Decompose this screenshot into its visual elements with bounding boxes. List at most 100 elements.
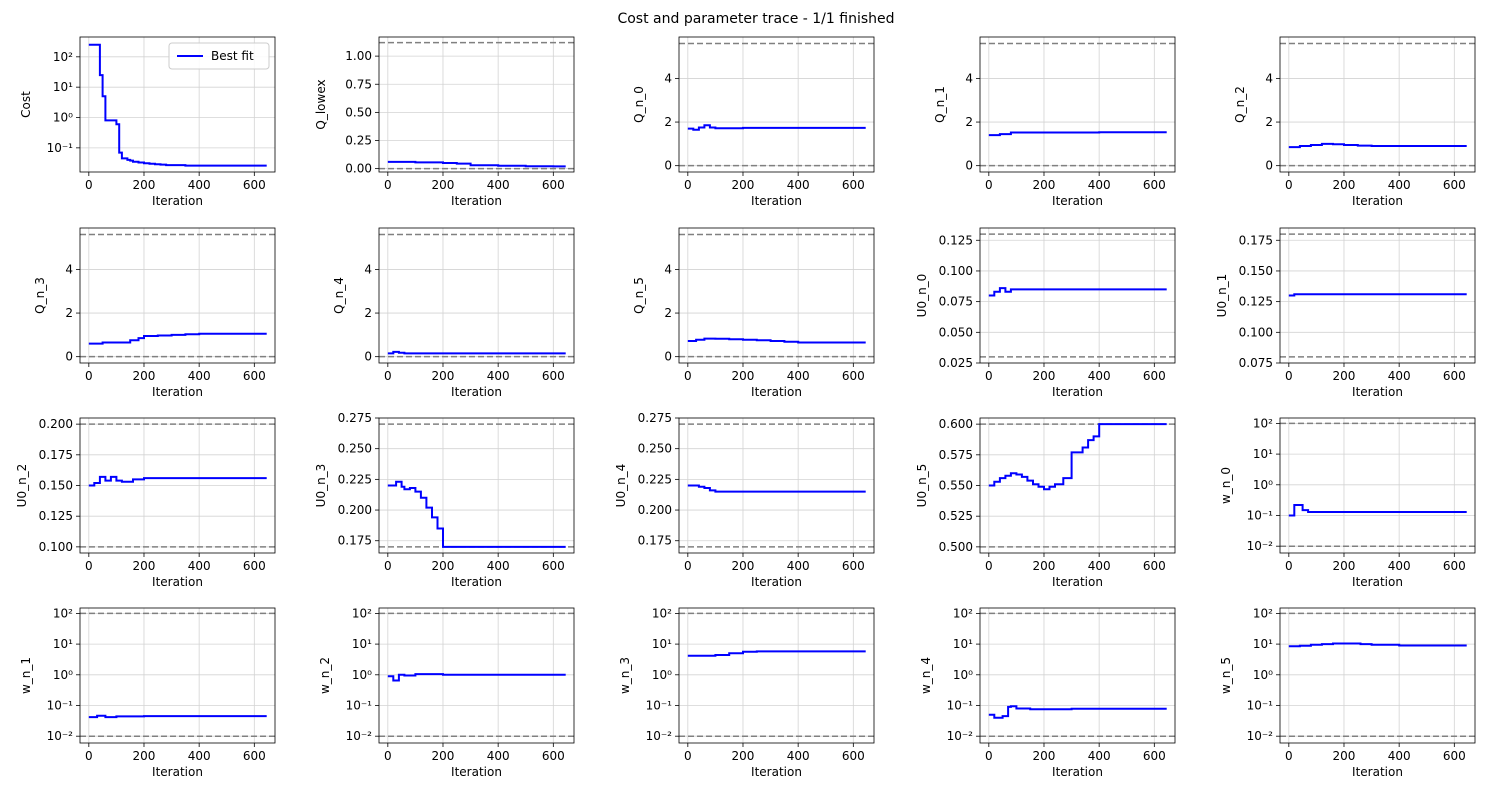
y-tick-label: 10⁻¹ bbox=[47, 698, 74, 712]
axes-frame bbox=[678, 227, 875, 364]
x-axis-label: Iteration bbox=[1052, 194, 1103, 208]
x-axis-label: Iteration bbox=[1052, 575, 1103, 589]
x-tick-label: 200 bbox=[432, 749, 455, 763]
x-tick-label: 0 bbox=[1285, 559, 1293, 573]
x-tick-label: 200 bbox=[732, 749, 755, 763]
chart-panel-10: 0 200 400 600 0.075 0.100 0.125 0.150 0.175 Itera… bbox=[1215, 227, 1476, 399]
x-axis-label: Iteration bbox=[451, 765, 502, 779]
x-tick-label: 200 bbox=[1333, 178, 1356, 192]
y-tick-label: 10⁻¹ bbox=[47, 141, 74, 155]
x-tick-label: 400 bbox=[787, 178, 810, 192]
series-line bbox=[988, 131, 1167, 137]
y-tick-label: 0.200 bbox=[338, 503, 372, 517]
y-axis-label: w_n_1 bbox=[19, 657, 33, 694]
y-tick-label: 10² bbox=[1253, 416, 1273, 430]
y-tick-label: 10⁻² bbox=[646, 729, 673, 743]
x-axis-label: Iteration bbox=[1052, 385, 1103, 399]
y-axis-label: U0_n_2 bbox=[15, 464, 29, 508]
y-tick-label: 4 bbox=[965, 71, 973, 85]
x-tick-label: 400 bbox=[188, 559, 211, 573]
axes-frame bbox=[378, 227, 575, 364]
y-tick-label: 0.100 bbox=[39, 540, 73, 554]
y-tick-label: 10¹ bbox=[1253, 637, 1273, 651]
y-tick-label: 10¹ bbox=[53, 80, 73, 94]
x-tick-label: 200 bbox=[133, 559, 156, 573]
y-tick-label: 0.525 bbox=[939, 509, 973, 523]
y-tick-label: 10⁰ bbox=[652, 668, 672, 682]
y-tick-label: 0.250 bbox=[638, 442, 672, 456]
y-tick-label: 10¹ bbox=[352, 637, 372, 651]
y-tick-label: 4 bbox=[1265, 71, 1273, 85]
x-tick-label: 0 bbox=[384, 749, 392, 763]
axes-frame bbox=[678, 417, 875, 554]
x-tick-label: 200 bbox=[1333, 559, 1356, 573]
y-tick-label: 0.175 bbox=[1239, 233, 1273, 247]
x-tick-label: 200 bbox=[1033, 749, 1056, 763]
y-axis-label: Q_n_3 bbox=[33, 277, 47, 314]
x-tick-label: 200 bbox=[732, 369, 755, 383]
x-tick-label: 0 bbox=[985, 369, 993, 383]
y-tick-label: 0.075 bbox=[1239, 356, 1273, 370]
y-tick-label: 0.275 bbox=[338, 411, 372, 425]
x-tick-label: 400 bbox=[787, 559, 810, 573]
y-tick-label: 10⁻¹ bbox=[947, 698, 974, 712]
y-axis-label: U0_n_4 bbox=[614, 464, 628, 508]
x-tick-label: 400 bbox=[487, 749, 510, 763]
axes-frame bbox=[79, 227, 276, 364]
x-tick-label: 600 bbox=[1143, 559, 1166, 573]
y-axis-label: U0_n_0 bbox=[915, 274, 929, 318]
y-tick-label: 0.050 bbox=[939, 325, 973, 339]
axes-frame bbox=[979, 607, 1176, 744]
x-tick-label: 400 bbox=[188, 369, 211, 383]
chart-panel-20: 0 200 400 600 10⁻² 10⁻¹ 10⁰ 10¹ 10² Iteration w_n_… bbox=[1219, 606, 1476, 779]
y-tick-label: 0.100 bbox=[1239, 325, 1273, 339]
y-tick-label: 0 bbox=[1265, 159, 1273, 173]
chart-panel-8: 0 200 400 600 0 2 4 Iteration Q_n_5 bbox=[632, 227, 875, 399]
chart-panel-3: 0 200 400 600 0 2 4 Iteration Q_n_0 bbox=[632, 36, 875, 208]
y-tick-label: 4 bbox=[664, 71, 672, 85]
x-tick-label: 0 bbox=[85, 749, 93, 763]
x-tick-label: 600 bbox=[542, 749, 565, 763]
y-tick-label: 0.100 bbox=[939, 264, 973, 278]
y-tick-label: 10¹ bbox=[953, 637, 973, 651]
series-line bbox=[88, 332, 267, 345]
y-tick-label: 0.250 bbox=[338, 442, 372, 456]
y-axis-label: w_n_0 bbox=[1219, 467, 1233, 504]
y-tick-label: 10⁻¹ bbox=[1247, 698, 1274, 712]
y-axis-label: Q_n_0 bbox=[632, 86, 646, 123]
x-tick-label: 400 bbox=[1388, 178, 1411, 192]
y-axis-label: w_n_3 bbox=[618, 657, 632, 694]
x-axis-label: Iteration bbox=[451, 194, 502, 208]
x-axis-label: Iteration bbox=[451, 385, 502, 399]
y-axis-label: Cost bbox=[19, 91, 33, 118]
x-tick-label: 400 bbox=[1088, 559, 1111, 573]
x-tick-label: 200 bbox=[1033, 369, 1056, 383]
series-line bbox=[988, 423, 1167, 491]
y-tick-label: 2 bbox=[1265, 115, 1273, 129]
chart-panel-5: 0 200 400 600 0 2 4 Iteration Q_n_2 bbox=[1233, 36, 1476, 208]
y-tick-label: 10⁻¹ bbox=[346, 698, 373, 712]
y-tick-label: 10⁻¹ bbox=[646, 698, 673, 712]
panels: 0 200 400 60010⁻¹10⁰10¹10²IterationCostBest… bbox=[15, 36, 1476, 779]
x-tick-label: 600 bbox=[1143, 178, 1166, 192]
y-tick-label: 10⁻² bbox=[47, 729, 74, 743]
y-tick-label: 0.500 bbox=[939, 540, 973, 554]
y-axis-label: w_n_2 bbox=[318, 657, 332, 694]
x-tick-label: 200 bbox=[1333, 369, 1356, 383]
legend: Best fit bbox=[168, 42, 270, 70]
y-tick-label: 10⁻¹ bbox=[1247, 508, 1274, 522]
y-tick-label: 10⁻² bbox=[947, 729, 974, 743]
y-tick-label: 10⁰ bbox=[53, 111, 73, 125]
y-tick-label: 0.200 bbox=[39, 417, 73, 431]
chart-panel-2: 0 200 400 600 0.00 0.25 0.50 0.75 1.00 Iteration Q… bbox=[314, 36, 575, 208]
x-tick-label: 400 bbox=[188, 178, 211, 192]
chart-panel-11: 0 200 400 600 0.100 0.125 0.150 0.175 0.200 Itera… bbox=[15, 417, 276, 589]
x-tick-label: 200 bbox=[432, 178, 455, 192]
x-tick-label: 0 bbox=[684, 559, 692, 573]
y-tick-label: 0.125 bbox=[39, 509, 73, 523]
chart-panel-15: 0 200 400 600 10⁻² 10⁻¹ 10⁰ 10¹ 10² Iteration w_n_… bbox=[1219, 416, 1476, 589]
x-tick-label: 0 bbox=[985, 749, 993, 763]
x-tick-label: 0 bbox=[85, 178, 93, 192]
x-tick-label: 600 bbox=[1443, 559, 1466, 573]
series-line bbox=[988, 705, 1167, 719]
